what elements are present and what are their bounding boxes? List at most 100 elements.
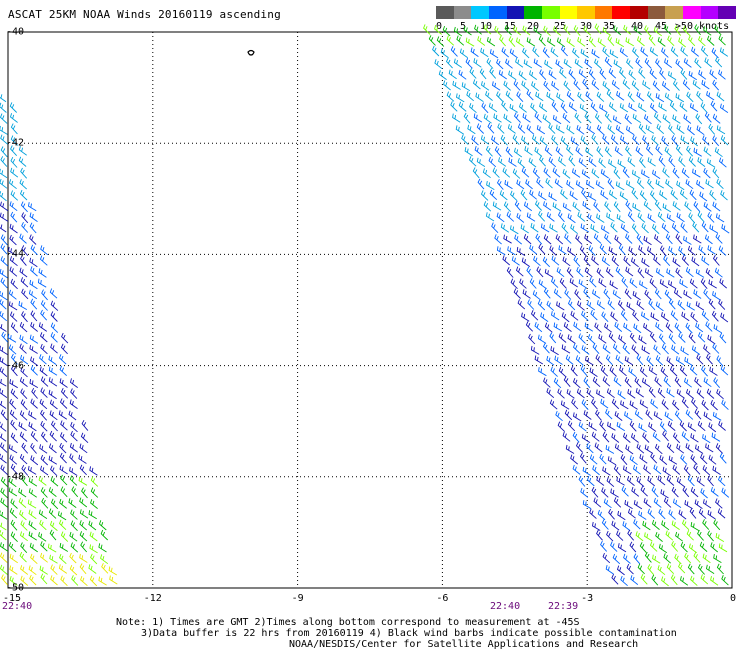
wind-barb [30, 298, 38, 310]
wind-barb [60, 343, 68, 355]
wind-barb [468, 156, 477, 167]
wind-barb [622, 79, 631, 90]
wind-barb [594, 23, 602, 35]
wind-barb [598, 278, 607, 288]
wind-barb [0, 291, 8, 301]
wind-barb [555, 146, 564, 157]
wind-barb [40, 409, 48, 421]
wind-barb [538, 35, 546, 47]
colorbar-swatch [612, 6, 631, 19]
wind-barb [522, 25, 531, 36]
wind-barb [625, 125, 635, 135]
wind-barb [652, 169, 661, 179]
wind-barb [28, 410, 37, 420]
wind-barb [661, 399, 669, 410]
wind-barb [79, 497, 88, 508]
wind-barb [681, 519, 690, 531]
wind-barb [684, 201, 692, 212]
wind-barb [488, 156, 497, 168]
wind-barb [700, 488, 708, 499]
wind-barb [10, 353, 18, 365]
wind-barb [591, 255, 599, 266]
wind-barb [680, 68, 688, 80]
wind-barb [525, 321, 534, 332]
wind-barb [491, 222, 499, 234]
wind-barb [550, 47, 559, 58]
wind-barb [612, 343, 621, 354]
wind-barb [617, 389, 626, 400]
wind-barb [558, 156, 566, 167]
wind-barb [683, 114, 692, 124]
wind-barb [668, 124, 676, 135]
wind-barb [650, 398, 659, 409]
wind-barb [589, 454, 598, 465]
wind-barb [596, 124, 605, 136]
wind-barb [605, 445, 615, 454]
wind-barb [570, 224, 578, 235]
wind-barb [1, 331, 9, 343]
wind-barb [695, 301, 705, 311]
wind-barb [715, 213, 725, 223]
note-line-3: NOAA/NESDIS/Center for Satellite Applica… [289, 639, 639, 650]
wind-barb [636, 354, 644, 366]
wind-barb [643, 322, 652, 333]
wind-barb [543, 25, 551, 36]
wind-barb [533, 255, 541, 267]
wind-barb [588, 157, 597, 167]
wind-barb [659, 279, 669, 289]
wind-barb [576, 388, 585, 399]
wind-barb [654, 376, 662, 387]
wind-barb [695, 268, 705, 278]
wind-barb [80, 541, 88, 553]
wind-barb [649, 331, 657, 343]
wind-barb [89, 575, 98, 587]
wind-barb [633, 500, 643, 510]
wind-barb [602, 466, 611, 476]
wind-barb [8, 541, 17, 553]
wind-barb [700, 102, 708, 113]
wind-barb [587, 192, 597, 201]
wind-barb [48, 455, 58, 465]
wind-barb [632, 290, 641, 301]
wind-barb [668, 245, 677, 256]
wind-barb [642, 432, 650, 443]
wind-barb [465, 58, 473, 69]
wind-barb [669, 101, 678, 112]
wind-barb [639, 399, 649, 409]
wind-barb [644, 289, 652, 301]
wind-barb [459, 48, 468, 59]
wind-barb [686, 145, 694, 157]
wind-barb [721, 399, 729, 410]
colorbar-swatch [700, 6, 719, 19]
wind-barb [534, 146, 543, 157]
wind-barb [714, 24, 722, 36]
wind-barb [546, 211, 555, 222]
wind-barb [568, 101, 578, 112]
wind-barb [88, 564, 97, 574]
wind-barb [685, 388, 694, 399]
wind-barb [707, 334, 716, 345]
wind-barb [9, 553, 18, 564]
wind-barb [21, 245, 29, 256]
wind-barb [552, 167, 561, 178]
wind-barb [566, 91, 575, 102]
wind-barb [702, 434, 711, 444]
wind-barb [596, 146, 604, 158]
wind-barb [60, 531, 69, 542]
wind-barb [715, 498, 723, 509]
wind-barb [629, 420, 637, 432]
wind-barb [604, 56, 613, 68]
wind-barb [682, 25, 691, 37]
wind-barb [89, 544, 98, 554]
wind-barb [59, 452, 67, 464]
wind-barb [653, 411, 663, 421]
wind-barb [592, 343, 600, 354]
wind-barb [626, 563, 634, 575]
wind-barb [621, 276, 629, 288]
wind-barb [453, 26, 463, 37]
wind-barb [69, 399, 78, 409]
wind-barb [676, 180, 685, 191]
wind-barb [684, 552, 692, 564]
wind-barb [521, 80, 530, 91]
wind-barb [707, 245, 716, 255]
